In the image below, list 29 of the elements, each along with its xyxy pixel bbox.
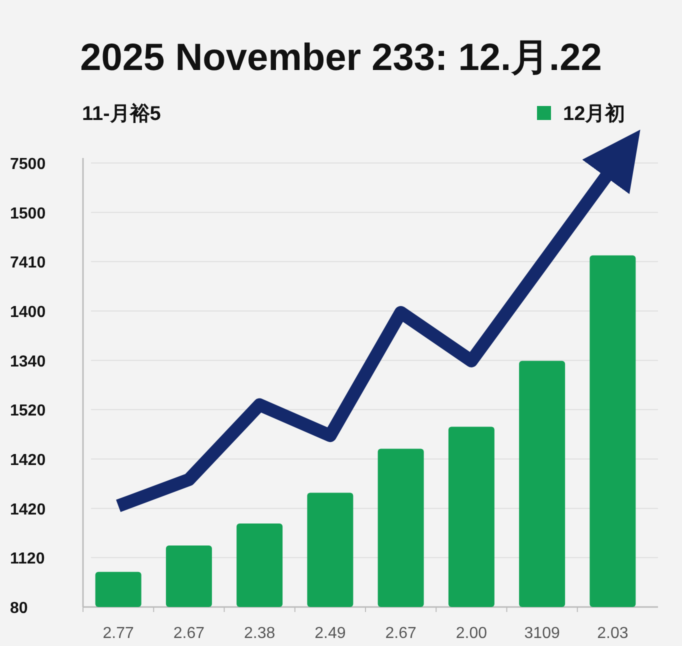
text: 1120 <box>10 550 45 568</box>
text: 1500 <box>10 205 46 222</box>
x-tick-label: 3109 <box>524 625 560 642</box>
bar <box>166 545 212 607</box>
text: 1520 <box>10 402 46 420</box>
text: 1420 <box>10 452 46 469</box>
bar <box>378 448 424 607</box>
x-tick-label: 2.00 <box>456 625 488 642</box>
bar <box>448 426 494 607</box>
text: 7500 <box>10 156 46 173</box>
bar <box>307 492 354 607</box>
bar <box>519 360 566 607</box>
bar <box>95 572 142 607</box>
x-tick-label: 2.77 <box>102 625 134 642</box>
text: 7410 <box>10 254 46 272</box>
text: 1340 <box>10 353 46 370</box>
x-tick-label: 2.67 <box>385 625 416 642</box>
legend-label: 12月初 <box>563 102 626 125</box>
text: 1400 <box>10 304 46 321</box>
bar <box>590 255 636 607</box>
text: 1420 <box>10 501 46 518</box>
chart-title: 2025 November 233: 12.月.22 <box>80 37 602 79</box>
text: 80 <box>10 600 28 617</box>
chart-subtitle: 11-月裕5 <box>82 102 161 125</box>
x-tick-label: 2.03 <box>597 625 628 642</box>
x-tick-label: 2.49 <box>314 625 346 642</box>
bar <box>236 523 283 607</box>
x-tick-label: 2.38 <box>244 625 276 642</box>
x-tick-label: 2.67 <box>173 625 205 642</box>
